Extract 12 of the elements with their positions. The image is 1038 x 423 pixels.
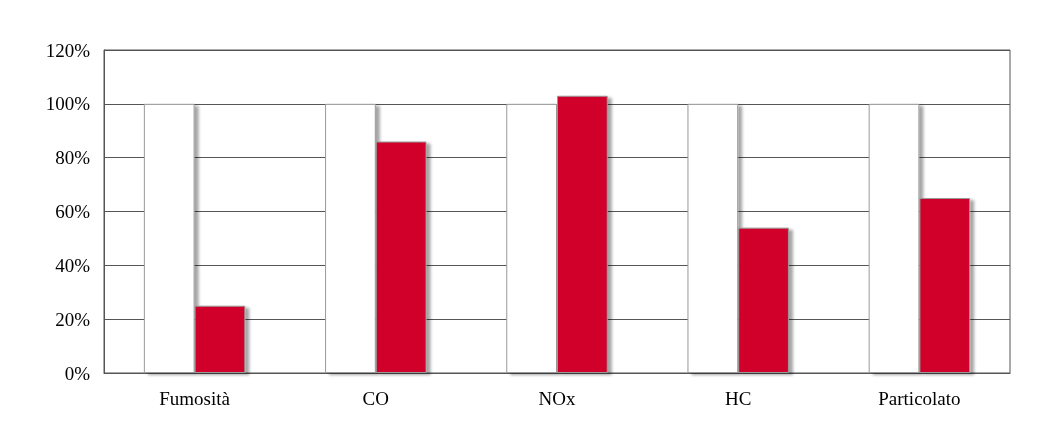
x-tick-label: HC xyxy=(725,388,752,409)
y-tick-label: 40% xyxy=(55,254,91,276)
y-tick-label: 0% xyxy=(64,362,91,384)
y-tick-label: 100% xyxy=(45,93,91,115)
y-tick-label: 120% xyxy=(45,39,91,61)
y-tick-label: 20% xyxy=(55,308,91,330)
x-tick-label: Fumosità xyxy=(159,388,231,409)
x-tick-label: NOx xyxy=(538,388,576,409)
x-tick-label: Particolato xyxy=(878,388,961,409)
x-tick-label: CO xyxy=(362,388,389,409)
y-tick-label: 80% xyxy=(55,147,91,169)
y-tick-label: 60% xyxy=(55,201,91,222)
